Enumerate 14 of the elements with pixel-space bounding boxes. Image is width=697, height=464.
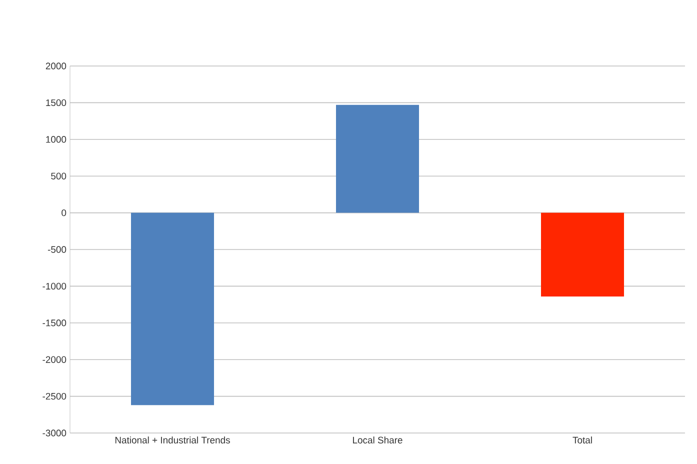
y-tick-label: -2500 xyxy=(42,392,66,400)
y-tick-label: 0 xyxy=(62,209,66,216)
x-tick-label: Total xyxy=(572,436,592,444)
x-tick-label: National + Industrial Trends xyxy=(115,436,230,444)
y-tick-label: -500 xyxy=(48,246,66,253)
y-tick-label: 2000 xyxy=(46,62,66,70)
y-tick-label: -3000 xyxy=(42,430,66,436)
y-tick-label: 1000 xyxy=(46,136,66,143)
y-tick-label: -2000 xyxy=(42,356,66,363)
x-tick-label: Local Share xyxy=(353,436,402,444)
y-tick-label: -1000 xyxy=(42,282,66,290)
y-tick-label: 500 xyxy=(51,172,66,180)
y-tick-label: -1500 xyxy=(42,320,66,326)
y-tick-label: 1500 xyxy=(46,99,66,106)
